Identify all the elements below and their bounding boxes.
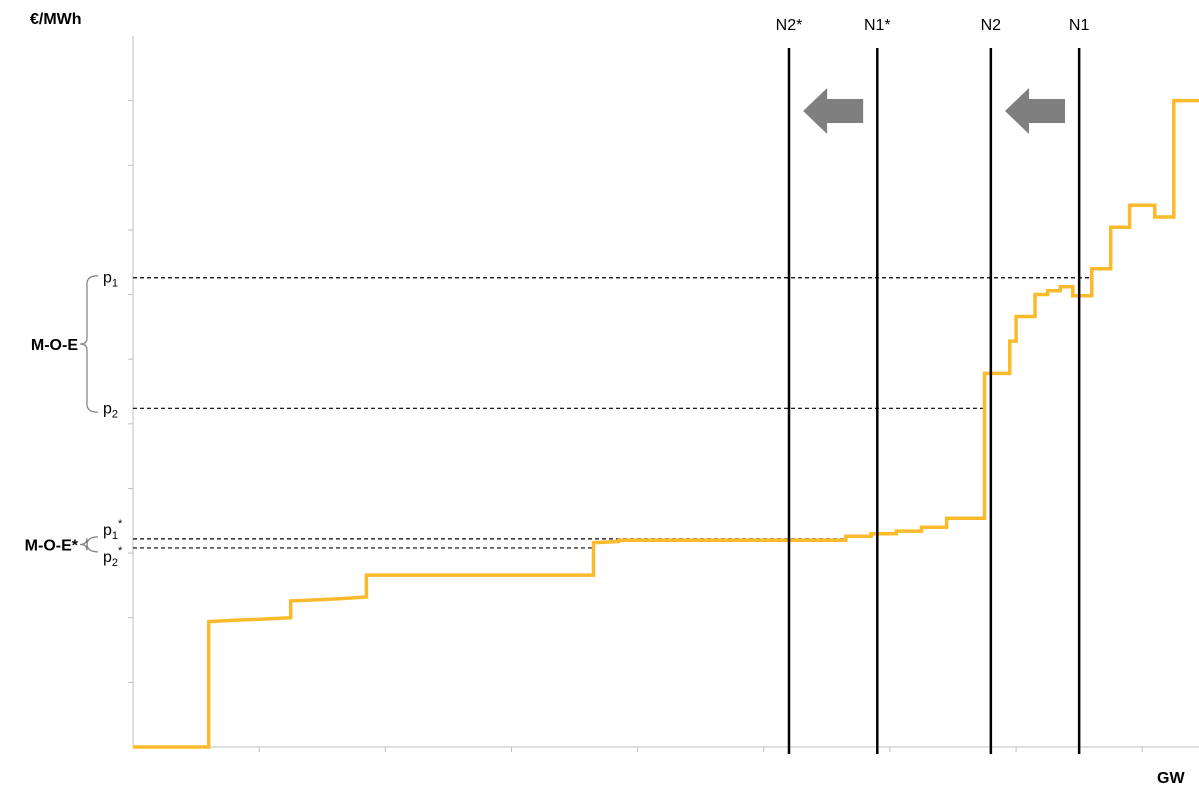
x-ticks	[259, 747, 1142, 752]
left-arrow-icon	[1005, 88, 1065, 134]
price-level-label: p1*	[103, 518, 123, 542]
supply-curve	[133, 101, 1199, 747]
brace-bracket	[80, 537, 98, 552]
price-level-lines: p1 p2 p1* p2*	[103, 270, 1092, 569]
brace-bracket	[80, 276, 98, 413]
axes	[128, 36, 1199, 752]
price-level-label: p2	[103, 400, 118, 420]
bracket-label: M-O-E	[31, 337, 78, 354]
y-axis-label: €/MWh	[30, 11, 82, 28]
shift-arrows	[803, 88, 1065, 134]
y-ticks	[128, 101, 133, 683]
price-level-label: p1	[103, 270, 118, 290]
demand-line-label: N2*	[776, 17, 803, 34]
demand-line-label: N2	[981, 17, 1002, 34]
demand-line-label: N1*	[864, 17, 891, 34]
demand-line-label: N1	[1069, 17, 1090, 34]
left-arrow-icon	[803, 88, 863, 134]
bracket-label: M-O-E*	[25, 537, 79, 554]
x-axis-label: GW	[1157, 770, 1185, 787]
price-level-label: p2*	[103, 545, 123, 569]
supply-curve-group	[133, 101, 1199, 747]
brackets: M-O-E M-O-E*	[25, 276, 98, 555]
